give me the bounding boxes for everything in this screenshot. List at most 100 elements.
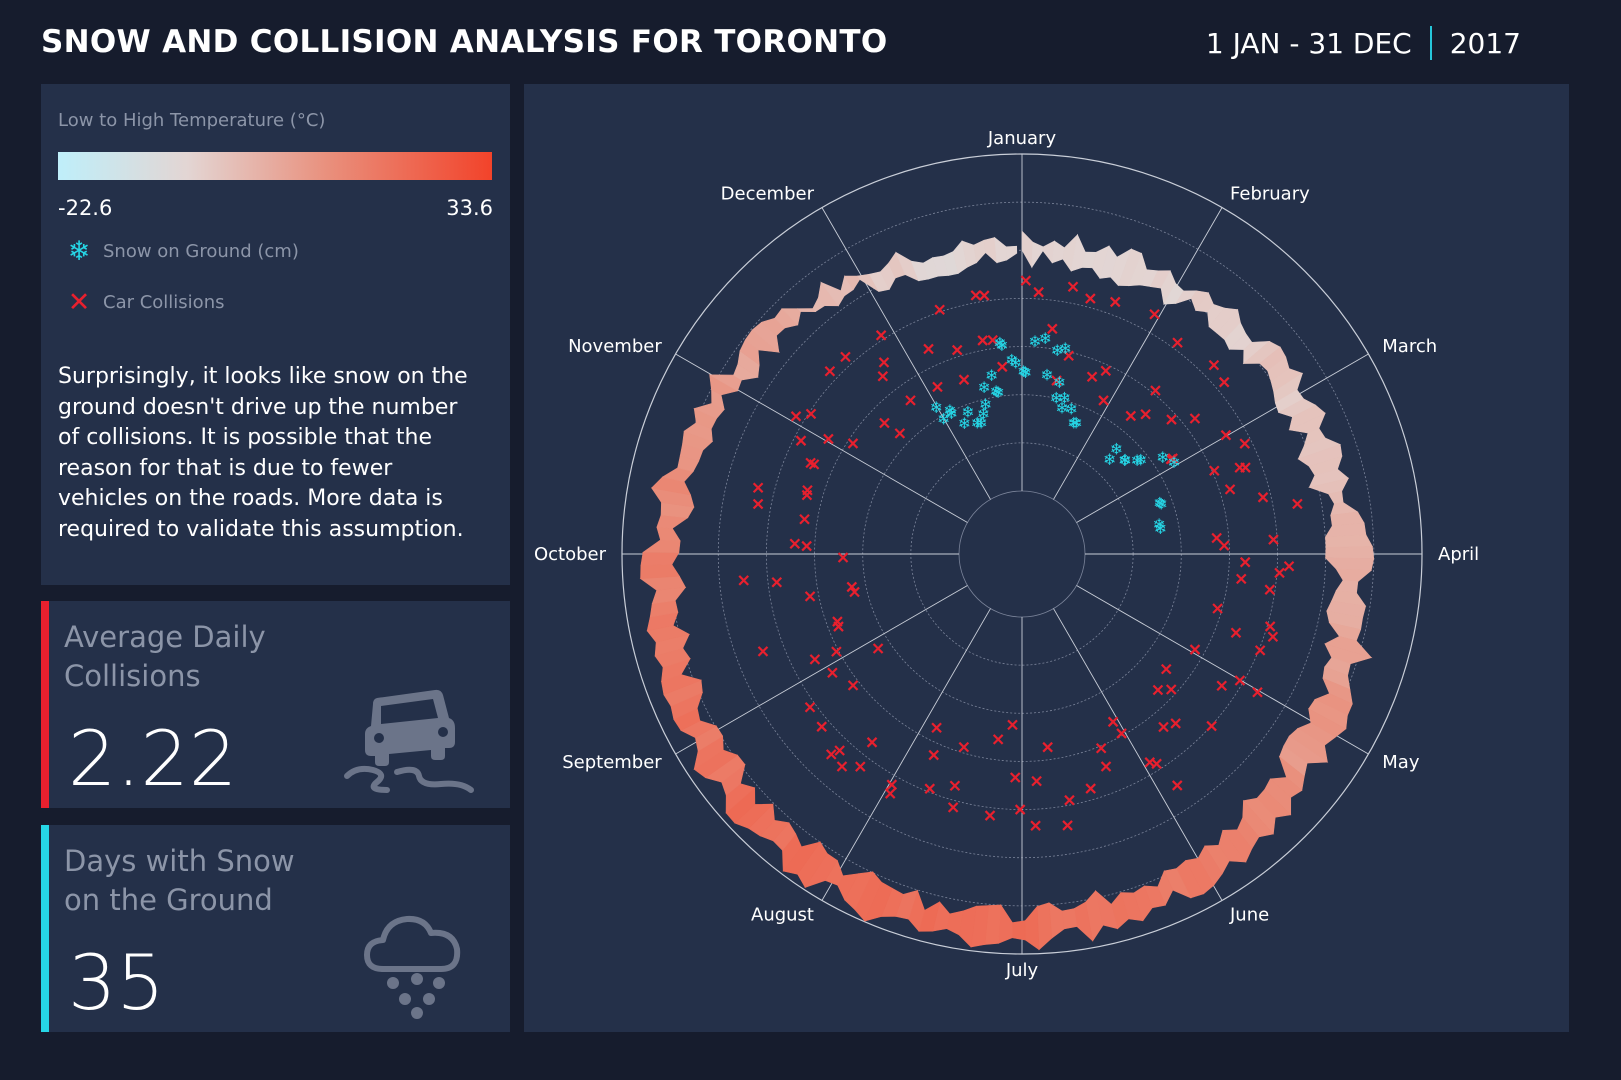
collision-mark <box>1257 492 1269 503</box>
month-spoke <box>821 207 991 500</box>
temperature-band-segment <box>642 539 681 553</box>
collision-mark <box>752 482 764 493</box>
collision-mark <box>825 749 837 760</box>
collision-mark <box>894 428 906 439</box>
month-label: March <box>1382 336 1437 357</box>
month-label: January <box>987 128 1057 149</box>
car-skid-icon <box>344 689 474 793</box>
temperature-band-segment <box>640 564 680 579</box>
snow-mark: ❄ <box>993 333 1006 352</box>
collision-mark <box>833 621 844 632</box>
collision-mark <box>1020 275 1032 286</box>
collision-mark <box>1109 296 1121 308</box>
temperature-band-segment <box>1325 534 1373 548</box>
temperature-band-segment <box>1327 490 1344 505</box>
collision-mark <box>827 667 838 679</box>
collision-mark <box>1062 820 1073 831</box>
collision-mark <box>1107 716 1119 728</box>
collision-mark <box>855 761 866 772</box>
month-axis: January February March April May June July Augu… <box>534 128 1479 981</box>
month-label: October <box>534 544 607 565</box>
snow-mark: ❄ <box>1167 453 1180 472</box>
collision-mark <box>799 513 810 525</box>
snow-mark: ❄ <box>1156 448 1169 467</box>
collision-mark <box>949 780 961 792</box>
snow-mark: ❄ <box>1119 451 1132 470</box>
collision-mark <box>1085 293 1096 304</box>
collision-mark <box>932 381 943 393</box>
month-spoke <box>821 608 991 901</box>
collision-mark <box>1209 465 1220 477</box>
kpi-accent-bar <box>41 601 49 808</box>
legend-panel: Low to High Temperature (°C) -22.6 33.6 … <box>41 84 510 585</box>
month-label: September <box>562 752 662 773</box>
snow-mark: ❄ <box>1065 399 1078 418</box>
collision-mark <box>1220 429 1232 441</box>
collision-mark <box>1240 462 1251 473</box>
snow-mark: ❄ <box>1059 339 1072 358</box>
snow-mark: ❄ <box>991 383 1004 402</box>
kpi-value: 35 <box>68 938 165 1027</box>
collision-mark <box>808 459 820 470</box>
collision-mark <box>1239 438 1251 449</box>
temperature-band-segment <box>1024 905 1040 951</box>
kpi-accent-bar <box>41 825 49 1032</box>
snowflake-icon: ❄ <box>67 236 91 267</box>
snow-mark: ❄ <box>979 395 992 414</box>
collision-mark <box>1235 573 1247 585</box>
collision-mark <box>1218 376 1230 388</box>
snow-mark: ❄ <box>977 378 990 397</box>
snow-mark: ❄ <box>1009 353 1022 372</box>
collision-mark <box>805 408 817 420</box>
snow-mark: ❄ <box>1155 495 1168 514</box>
collision-mark <box>801 489 813 501</box>
collision-mark <box>789 538 801 550</box>
temperature-band-segment <box>1324 557 1375 571</box>
temperature-band-segment <box>1031 241 1044 269</box>
collision-mark <box>1212 603 1223 614</box>
snow-mark: ❄ <box>1067 414 1080 433</box>
collision-mark <box>757 646 769 657</box>
collision-mark <box>1170 718 1181 729</box>
snow-mark: ❄ <box>1005 351 1018 370</box>
kpi-label-line2: on the Ground <box>64 883 273 917</box>
collision-mark <box>1267 631 1279 643</box>
collision-mark <box>1283 560 1295 572</box>
collision-mark <box>846 581 858 593</box>
collision-legend-label: Car Collisions <box>103 292 225 313</box>
temperature-band-segment <box>1061 908 1078 930</box>
collision-mark <box>1216 680 1228 692</box>
collision-mark <box>831 646 842 657</box>
temperature-band-segment <box>1036 902 1053 951</box>
month-spoke <box>1053 608 1223 901</box>
temperature-band-segment <box>994 236 1008 264</box>
collision-mark <box>970 290 982 301</box>
month-spoke <box>675 585 968 755</box>
snow-mark: ❄ <box>958 414 971 433</box>
collision-mark <box>1042 741 1053 753</box>
snow-mark: ❄ <box>1130 451 1143 470</box>
temperature-gradient-bar <box>58 152 492 180</box>
snow-mark: ❄ <box>1118 451 1131 470</box>
collision-mark <box>1208 359 1220 371</box>
collision-mark <box>1152 684 1164 696</box>
temperature-band-segment <box>1335 568 1372 582</box>
collision-mark <box>886 779 898 790</box>
legend-item-collisions: ✕ Car Collisions <box>65 287 225 318</box>
month-label: July <box>1005 960 1039 981</box>
collision-mark <box>1095 742 1107 754</box>
collision-mark <box>866 737 878 748</box>
collision-mark <box>1009 772 1021 783</box>
snow-mark: ❄ <box>945 404 958 423</box>
collision-mark <box>795 435 807 446</box>
collision-mark <box>804 591 816 602</box>
kpi-average-daily-collisions: Average Daily Collisions 2.22 <box>41 601 510 808</box>
snow-legend-label: Snow on Ground (cm) <box>103 241 299 262</box>
date-range-text: 1 JAN - 31 DEC <box>1205 26 1412 60</box>
collision-mark <box>1064 794 1075 806</box>
collision-mark <box>1125 410 1137 422</box>
snow-mark: ❄ <box>1153 515 1166 534</box>
kpi-value: 2.22 <box>68 714 238 803</box>
kpi-label-line1: Average Daily <box>64 620 266 654</box>
temperature-band-segment <box>1005 245 1018 261</box>
